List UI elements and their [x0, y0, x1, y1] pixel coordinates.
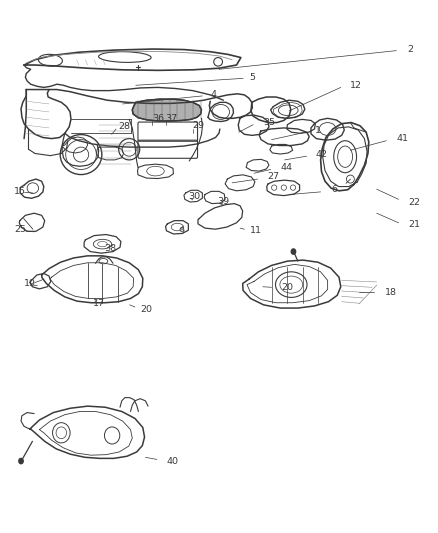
Text: 4: 4 [210, 91, 216, 99]
Polygon shape [132, 99, 201, 121]
Text: 9: 9 [179, 227, 185, 236]
Text: 1: 1 [315, 126, 321, 134]
Ellipse shape [291, 249, 296, 254]
Text: 20: 20 [281, 284, 293, 292]
Text: 19: 19 [24, 279, 36, 288]
Text: 36: 36 [152, 114, 165, 123]
Text: 5: 5 [250, 73, 256, 82]
Text: 29: 29 [193, 122, 205, 130]
Text: 17: 17 [93, 300, 105, 308]
Text: 41: 41 [396, 134, 408, 143]
Text: 25: 25 [14, 225, 26, 233]
Text: 30: 30 [188, 192, 201, 200]
Text: 38: 38 [104, 244, 117, 253]
Text: 11: 11 [250, 226, 261, 235]
Text: 21: 21 [408, 221, 420, 229]
Text: 20: 20 [140, 305, 152, 313]
Text: 40: 40 [166, 457, 178, 466]
Text: 35: 35 [263, 118, 275, 127]
Text: 28: 28 [118, 123, 130, 131]
Text: 12: 12 [350, 81, 362, 90]
Text: 37: 37 [166, 114, 178, 123]
Text: 44: 44 [280, 163, 292, 172]
Text: 39: 39 [217, 197, 230, 206]
Text: 2: 2 [407, 45, 413, 53]
Text: 15: 15 [14, 188, 26, 196]
Text: 6: 6 [331, 185, 337, 194]
Ellipse shape [19, 458, 23, 464]
Text: 18: 18 [385, 288, 396, 296]
Text: 27: 27 [267, 173, 279, 181]
Text: 42: 42 [315, 150, 327, 159]
Text: 22: 22 [408, 198, 420, 207]
